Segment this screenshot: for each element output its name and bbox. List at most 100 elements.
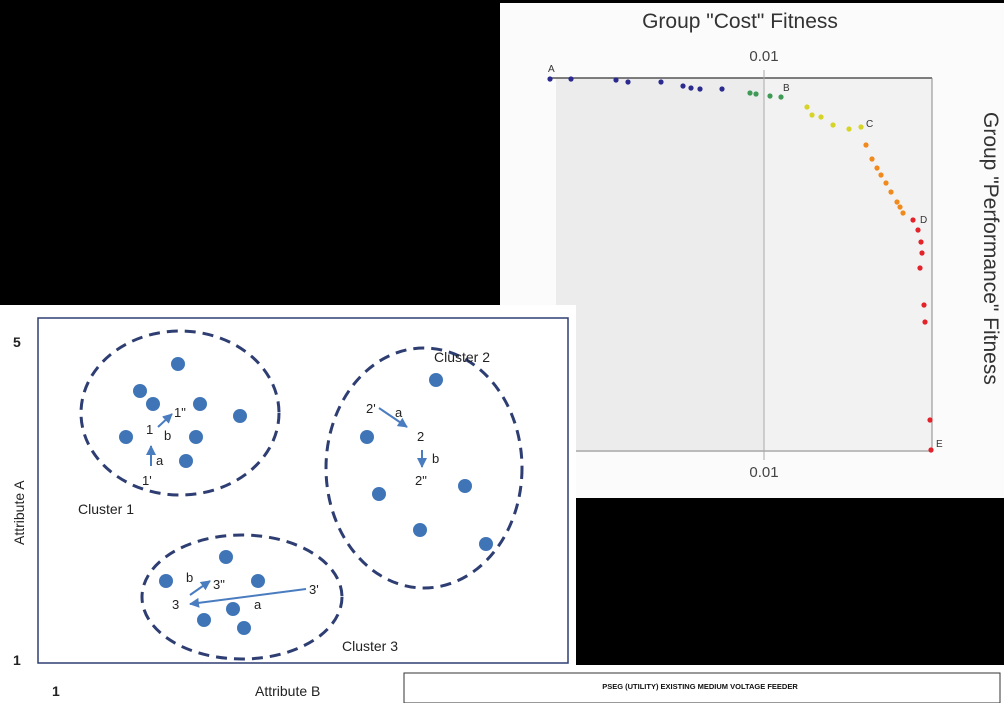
- y-max-label: 5: [13, 334, 21, 350]
- pareto-point: [888, 189, 894, 195]
- pareto-point: [625, 79, 631, 85]
- pareto-point: [910, 217, 916, 223]
- point-label-c: C: [866, 119, 873, 130]
- pareto-tick-top: 0.01: [749, 48, 778, 65]
- cluster-3-boundary: [140, 533, 344, 661]
- cluster-2-dot: [372, 487, 386, 501]
- pareto-point: [767, 93, 773, 99]
- pareto-point: [874, 165, 880, 171]
- cluster-3-label: Cluster 3: [342, 638, 398, 654]
- c3-label-b: b: [186, 570, 193, 585]
- cluster-1-dot: [133, 384, 147, 398]
- pareto-point: [778, 94, 784, 100]
- cluster-1-dot: [146, 397, 160, 411]
- cluster-1-boundary: [79, 329, 281, 497]
- cluster-2-dot: [413, 523, 427, 537]
- c2-point-2-dprime: 2": [415, 473, 427, 488]
- pareto-point: [680, 83, 686, 89]
- c2-label-b: b: [432, 451, 439, 466]
- pareto-points: [547, 76, 934, 453]
- cluster-panel: 5 1 1 Attribute B Attribute A Cluster 1 …: [0, 305, 576, 703]
- pareto-point: [830, 122, 836, 128]
- pareto-point: [919, 250, 925, 256]
- cluster-1-dot: [179, 454, 193, 468]
- pareto-point: [719, 86, 725, 92]
- pareto-point: [846, 126, 852, 132]
- y-min-label: 1: [13, 652, 21, 668]
- c1-point-1-prime: 1': [142, 473, 152, 488]
- cluster-2-dot: [360, 430, 374, 444]
- pareto-panel: Group "Cost" Fitness 0.01 0.01 Group "Pe…: [500, 3, 1004, 498]
- point-label-b: B: [783, 83, 790, 94]
- pareto-side-label: Group "Performance" Fitness: [979, 112, 1002, 385]
- pareto-point: [697, 86, 703, 92]
- feeder-background: [400, 665, 1004, 703]
- point-label-e: E: [936, 439, 943, 450]
- pareto-tick-bottom: 0.01: [749, 464, 778, 481]
- pareto-point: [921, 302, 927, 308]
- arrow-3a: [189, 588, 307, 608]
- c3-label-a: a: [254, 597, 262, 612]
- pareto-point: [927, 417, 933, 423]
- cluster-3-dot: [237, 621, 251, 635]
- c1-label-b: b: [164, 428, 171, 443]
- c2-point-2-prime: 2': [366, 401, 376, 416]
- cluster-1-dot: [189, 430, 203, 444]
- arrow-1b: [157, 413, 173, 428]
- pareto-point: [804, 104, 810, 110]
- cluster-1-dot: [233, 409, 247, 423]
- point-label-a: A: [548, 64, 555, 75]
- cluster-plot-frame: [37, 317, 569, 664]
- c1-point-1: 1: [146, 422, 153, 437]
- pareto-title: Group "Cost" Fitness: [642, 10, 838, 33]
- feeder-frame: [403, 672, 1001, 703]
- cluster-3-dot: [251, 574, 265, 588]
- y-axis-label: Attribute A: [11, 480, 27, 545]
- x-min-label: 1: [52, 683, 60, 699]
- cluster-1-dot: [171, 357, 185, 371]
- pareto-point: [747, 90, 753, 96]
- pareto-point: [809, 112, 815, 118]
- pareto-point: [900, 210, 906, 216]
- cluster-3-dot: [226, 602, 240, 616]
- c3-point-3: 3: [172, 597, 179, 612]
- pareto-point: [915, 227, 921, 233]
- pareto-point: [897, 204, 903, 210]
- pareto-point: [818, 114, 824, 120]
- pareto-point: [658, 79, 664, 85]
- cluster-2-boundary: [324, 346, 524, 590]
- c3-point-3-prime: 3': [309, 582, 319, 597]
- pareto-point: [883, 180, 889, 186]
- pareto-point: [547, 76, 553, 82]
- pareto-point: [688, 85, 694, 91]
- feeder-panel: PSEG (UTILITY) EXISTING MEDIUM VOLTAGE F…: [400, 665, 1004, 703]
- pareto-point: [917, 265, 923, 271]
- cluster-3-dot: [159, 574, 173, 588]
- cluster-1-dot: [119, 430, 133, 444]
- pareto-point: [878, 172, 884, 178]
- pareto-plot-shade: [556, 78, 764, 452]
- pareto-point: [918, 239, 924, 245]
- pareto-point: [869, 156, 875, 162]
- pareto-point: [928, 447, 934, 453]
- arrow-2a: [378, 407, 408, 428]
- cluster-2-label: Cluster 2: [434, 349, 490, 365]
- cluster-3-dot: [197, 613, 211, 627]
- point-label-d: D: [920, 215, 927, 226]
- pareto-point: [894, 199, 900, 205]
- x-axis-label: Attribute B: [255, 683, 320, 699]
- cluster-2-dot: [458, 479, 472, 493]
- c3-point-3-dprime: 3": [213, 577, 225, 592]
- pareto-point: [922, 319, 928, 325]
- cluster-2-dot: [429, 373, 443, 387]
- pareto-point: [863, 142, 869, 148]
- pareto-point: [613, 77, 619, 83]
- feeder-title: PSEG (UTILITY) EXISTING MEDIUM VOLTAGE F…: [602, 682, 798, 691]
- c1-point-1-dprime: 1": [174, 405, 186, 420]
- cluster-3-dot: [219, 550, 233, 564]
- c1-label-a: a: [156, 453, 164, 468]
- cluster-2-dot: [479, 537, 493, 551]
- pareto-point: [858, 124, 864, 130]
- pareto-point: [568, 76, 574, 82]
